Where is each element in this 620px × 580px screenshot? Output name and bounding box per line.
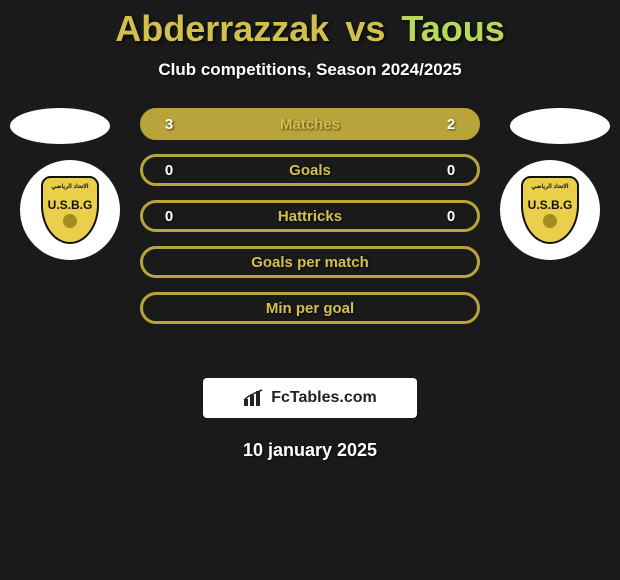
subtitle: Club competitions, Season 2024/2025 — [0, 60, 620, 80]
player-left-name: Abderrazzak — [115, 8, 329, 49]
shield-left-ball-icon — [63, 214, 77, 228]
shield-right-ball-icon — [543, 214, 557, 228]
shield-right: الاتحاد الرياضي U.S.B.G — [521, 176, 579, 244]
watermark: FcTables.com — [203, 378, 417, 418]
stat-row: Goals per match — [140, 246, 480, 278]
stat-label: Hattricks — [181, 208, 439, 225]
stat-row: Min per goal — [140, 292, 480, 324]
player-right-name: Taous — [401, 8, 504, 49]
comparison-area: الاتحاد الرياضي U.S.B.G الاتحاد الرياضي … — [0, 108, 620, 368]
club-badge-left: الاتحاد الرياضي U.S.B.G — [20, 160, 120, 260]
head-ellipse-left — [10, 108, 110, 144]
watermark-text: FcTables.com — [271, 389, 377, 407]
stat-label: Goals — [181, 162, 439, 179]
shield-left-abbr: U.S.B.G — [48, 198, 93, 212]
stat-row: 0Goals0 — [140, 154, 480, 186]
stat-right-value: 0 — [439, 162, 463, 179]
stat-label: Goals per match — [181, 254, 439, 271]
stat-left-value: 3 — [157, 116, 181, 133]
stat-row: 0Hattricks0 — [140, 200, 480, 232]
stat-left-value: 0 — [157, 208, 181, 225]
stat-right-value: 2 — [439, 116, 463, 133]
stat-right-value: 0 — [439, 208, 463, 225]
head-ellipse-right — [510, 108, 610, 144]
stat-left-value: 0 — [157, 162, 181, 179]
vs-text: vs — [345, 8, 385, 49]
stat-row: 3Matches2 — [140, 108, 480, 140]
club-badge-right: الاتحاد الرياضي U.S.B.G — [500, 160, 600, 260]
bars-icon — [243, 389, 265, 407]
shield-right-abbr: U.S.B.G — [528, 198, 573, 212]
date-text: 10 january 2025 — [0, 440, 620, 461]
shield-left-arc: الاتحاد الرياضي — [51, 183, 88, 190]
stat-label: Min per goal — [181, 300, 439, 317]
shield-right-arc: الاتحاد الرياضي — [531, 183, 568, 190]
stat-pills: 3Matches20Goals00Hattricks0Goals per mat… — [140, 108, 480, 338]
stat-label: Matches — [181, 116, 439, 133]
shield-left: الاتحاد الرياضي U.S.B.G — [41, 176, 99, 244]
page-title: Abderrazzak vs Taous — [0, 0, 620, 50]
